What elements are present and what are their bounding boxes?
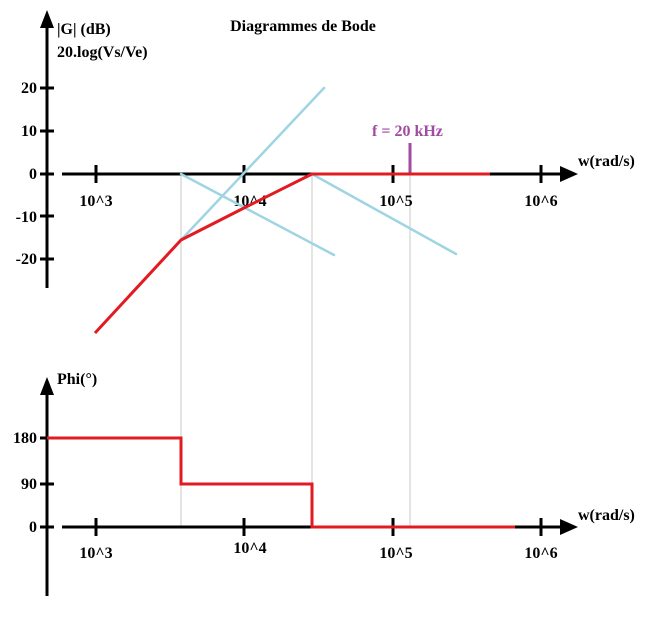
gain-x-tick-label: 10^3 — [79, 193, 112, 210]
gain-y-tick-label: -10 — [16, 209, 37, 226]
phase-plot: 180 90 0 10^3 10^4 10^5 10^6 Phi(°) w(ra… — [13, 371, 635, 596]
phase-y-tick-label: 0 — [29, 519, 37, 536]
gain-x-tick-label: 10^4 — [233, 193, 266, 210]
gain-x-tick-label: 10^5 — [379, 193, 412, 210]
phase-x-tick-label: 10^6 — [524, 545, 557, 562]
phase-y-axis-arrow — [40, 377, 54, 395]
gain-x-tick-label: 10^6 — [524, 193, 557, 210]
asymptote-rising — [179, 86, 326, 242]
gain-x-axis-arrow — [560, 166, 578, 182]
gain-y-tick-label: 0 — [29, 166, 37, 183]
gain-y-tick-label: 10 — [21, 123, 37, 140]
gain-y-tick-label: -20 — [16, 251, 37, 268]
phase-x-tick-label: 10^5 — [379, 545, 412, 562]
frequency-marker-label: f = 20 kHz — [372, 123, 443, 140]
phase-x-axis-arrow — [560, 519, 578, 535]
phase-y-label: Phi(°) — [57, 371, 97, 388]
phase-curve — [47, 436, 515, 529]
diagram-title: Diagrammes de Bode — [230, 18, 376, 35]
guide-lines — [180, 175, 411, 528]
gain-curve — [93, 172, 490, 335]
phase-y-tick-label: 180 — [13, 430, 37, 447]
phase-x-tick-label: 10^4 — [233, 540, 266, 557]
phase-y-tick-label: 90 — [21, 476, 37, 493]
phase-x-label: w(rad/s) — [578, 507, 635, 524]
phase-x-tick-label: 10^3 — [79, 545, 112, 562]
gain-x-label: w(rad/s) — [578, 153, 635, 170]
asymptote-falling-1 — [179, 172, 336, 257]
gain-plot: 20 10 0 -10 -20 10^3 10^4 10^5 10^6 |G| … — [16, 10, 635, 528]
gain-y-axis-arrow — [40, 10, 54, 28]
gain-y-label-line2: 20.log(Vs/Ve) — [57, 44, 148, 61]
gain-y-label-line1: |G| (dB) — [57, 21, 111, 38]
gain-y-tick-label: 20 — [21, 80, 37, 97]
asymptote-falling-2 — [310, 172, 458, 256]
